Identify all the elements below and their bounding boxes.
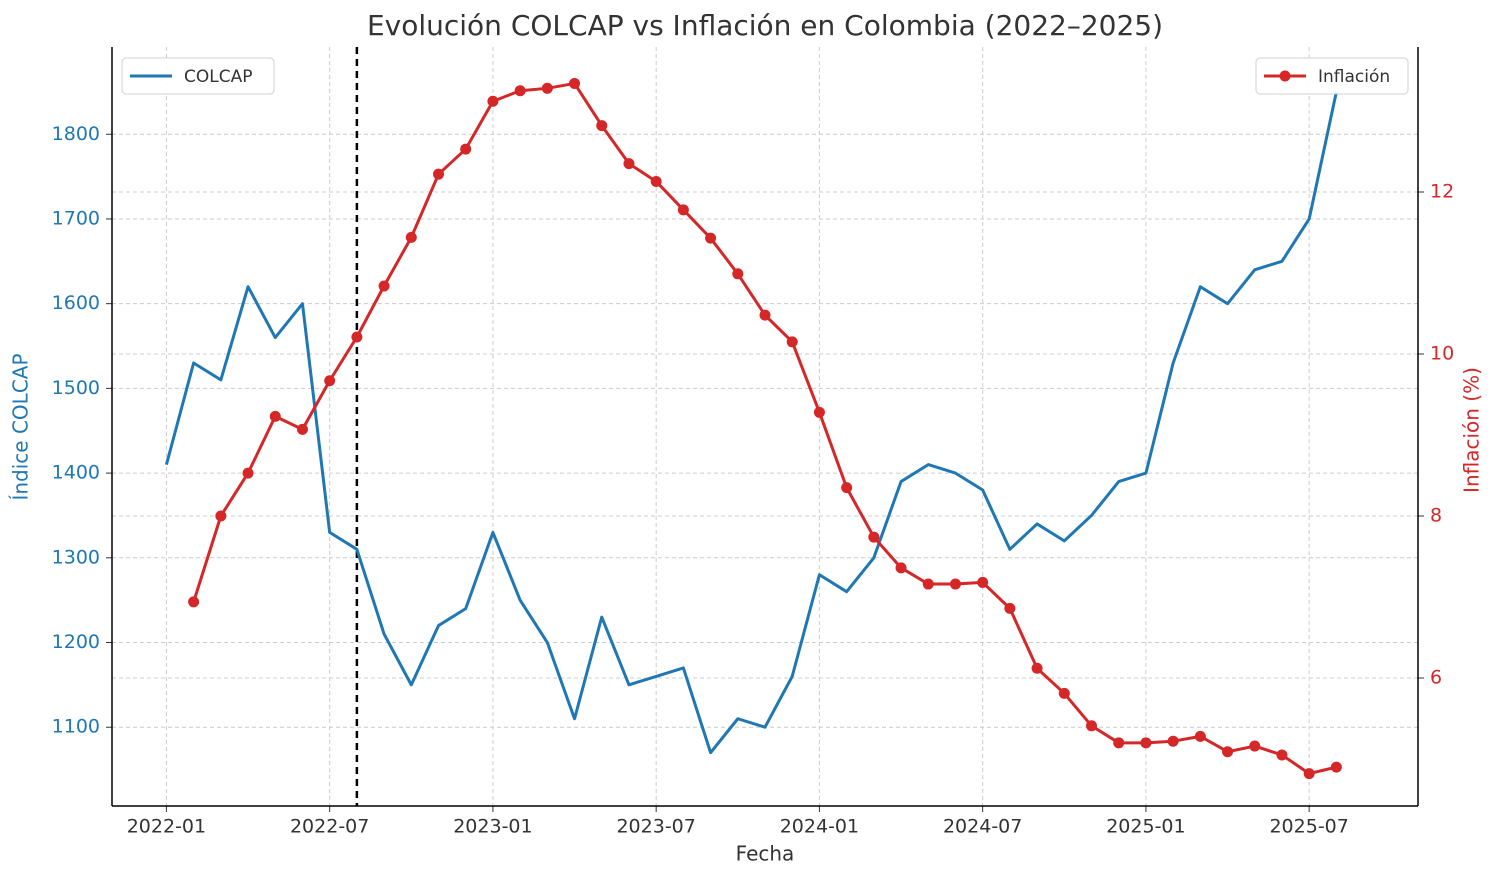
data-point [1140, 737, 1152, 749]
series-line [164, 91, 1338, 755]
data-point [623, 158, 635, 170]
x-tick-label: 2024-01 [780, 816, 859, 838]
data-point [650, 175, 662, 187]
data-point [677, 204, 689, 216]
x-tick-label: 2025-07 [1269, 816, 1348, 838]
data-point [759, 309, 771, 321]
data-point [786, 336, 798, 348]
y-tick-label: 1300 [52, 546, 100, 568]
data-point [324, 375, 336, 387]
y2-tick-label: 10 [1430, 343, 1454, 365]
y2-tick-label: 12 [1430, 180, 1454, 202]
data-point [378, 280, 390, 292]
legend-label: COLCAP [184, 67, 252, 87]
y-tick-label: 1800 [52, 123, 100, 145]
data-point [732, 268, 744, 280]
data-point [1330, 761, 1342, 773]
y-axis-label: Índice COLCAP [9, 353, 33, 500]
data-point [569, 77, 581, 89]
data-point [841, 482, 853, 494]
data-point [977, 576, 989, 588]
x-axis-label: Fecha [736, 842, 795, 866]
y2-tick-label: 8 [1430, 505, 1442, 527]
data-point [1194, 730, 1206, 742]
data-point [895, 562, 907, 574]
y-tick-label: 1200 [52, 631, 100, 653]
legend-box [1255, 57, 1409, 95]
data-point [351, 331, 363, 343]
data-point [242, 467, 254, 479]
x-tick-label: 2023-07 [616, 816, 695, 838]
data-point [460, 143, 472, 155]
y2-tick-label: 6 [1430, 667, 1442, 689]
data-point [405, 231, 417, 243]
data-point [949, 578, 961, 590]
data-point [487, 95, 499, 107]
data-point [596, 120, 608, 132]
data-point [1303, 768, 1315, 780]
data-point [215, 510, 227, 522]
chart-title: Evolución COLCAP vs Inflación en Colombi… [367, 9, 1163, 42]
legend-marker [1279, 70, 1291, 82]
legend-label: Inflación [1318, 67, 1390, 87]
data-point [1004, 602, 1016, 614]
x-tick-label: 2022-07 [290, 816, 369, 838]
x-tick-label: 2024-07 [943, 816, 1022, 838]
legend-box [121, 57, 275, 95]
x-tick-label: 2023-01 [453, 816, 532, 838]
data-point [433, 168, 444, 180]
data-point [541, 82, 553, 94]
data-point [1113, 737, 1125, 749]
data-point [1086, 720, 1097, 732]
data-point [1031, 662, 1043, 674]
y-tick-label: 1400 [52, 462, 100, 484]
data-point [813, 406, 825, 418]
y-tick-label: 1500 [52, 377, 100, 399]
y-tick-label: 1700 [52, 207, 100, 229]
data-point [188, 596, 200, 608]
y-tick-label: 1600 [52, 292, 100, 314]
data-point [868, 531, 880, 543]
y-tick-label: 1100 [52, 716, 100, 738]
data-point [1276, 749, 1288, 761]
data-point [1058, 687, 1070, 699]
series-line [192, 81, 1337, 776]
data-point [1222, 746, 1234, 758]
data-point [1249, 740, 1261, 752]
data-point [705, 232, 717, 244]
data-point [1167, 735, 1179, 747]
data-point [269, 410, 281, 422]
data-point [296, 423, 308, 435]
x-tick-label: 2025-01 [1106, 816, 1185, 838]
data-point [514, 85, 526, 97]
y2-axis-label: Inflación (%) [1460, 367, 1484, 493]
x-tick-label: 2022-01 [127, 816, 206, 838]
data-point [922, 578, 934, 590]
